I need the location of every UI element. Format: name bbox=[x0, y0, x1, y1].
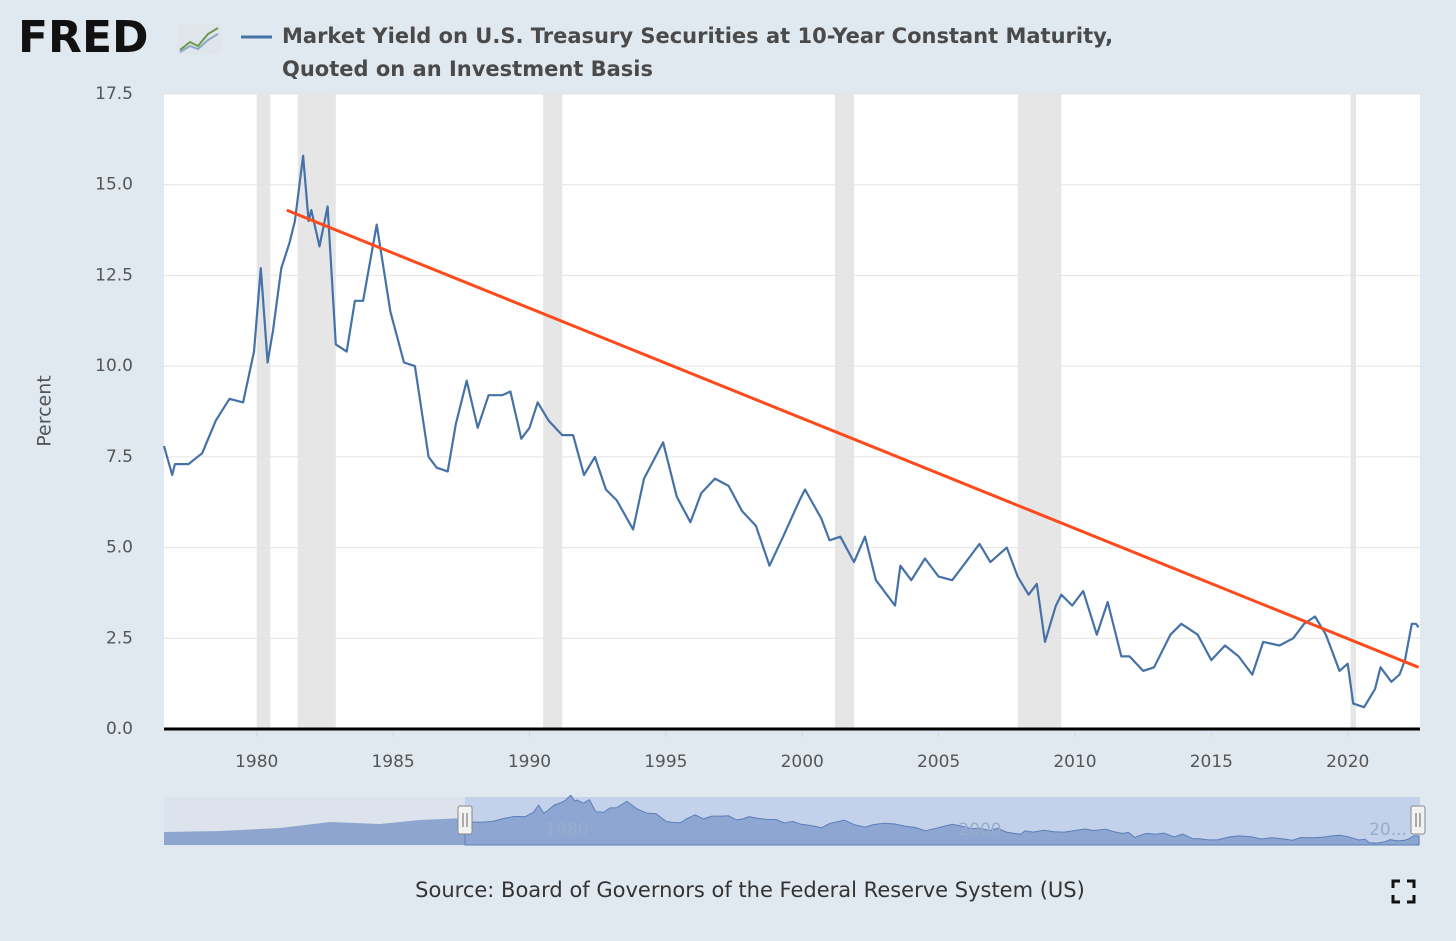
x-tick-label: 2005 bbox=[917, 752, 960, 772]
logo: FRED bbox=[18, 12, 149, 63]
navigator-label: 2000 bbox=[958, 820, 1001, 840]
navigator-handle[interactable] bbox=[457, 805, 473, 835]
x-tick-label: 1990 bbox=[508, 752, 551, 772]
series-line bbox=[162, 154, 1420, 709]
y-tick-label: 0.0 bbox=[106, 719, 133, 739]
navigator-label: 1980 bbox=[545, 820, 588, 840]
y-tick-label: 5.0 bbox=[106, 538, 133, 558]
x-tick-label: 2020 bbox=[1326, 752, 1369, 772]
x-tick-label: 2000 bbox=[781, 752, 824, 772]
recession-band bbox=[543, 94, 563, 729]
recession-band bbox=[834, 94, 855, 729]
y-tick-label: 7.5 bbox=[106, 447, 133, 467]
x-tick-label: 2015 bbox=[1190, 752, 1233, 772]
y-tick-label: 2.5 bbox=[106, 628, 133, 648]
trend-line bbox=[286, 208, 1420, 669]
recession-band bbox=[256, 94, 271, 729]
series bbox=[162, 154, 1420, 709]
x-tick-label: 1985 bbox=[371, 752, 414, 772]
navigator-label: 20... bbox=[1369, 820, 1407, 840]
recession-band bbox=[297, 94, 336, 729]
plot-area bbox=[164, 94, 1420, 729]
y-tick-label: 12.5 bbox=[95, 265, 133, 285]
y-tick-label: 17.5 bbox=[95, 84, 133, 104]
recession-band bbox=[1350, 94, 1356, 729]
x-tick-label: 2010 bbox=[1053, 752, 1096, 772]
fullscreen-icon[interactable] bbox=[1391, 879, 1416, 904]
x-tick-label: 1980 bbox=[235, 752, 278, 772]
navigator-handle[interactable] bbox=[1410, 805, 1426, 835]
navigator: 1980 2000 20... bbox=[164, 794, 1426, 846]
chart-title: Quoted on an Investment Basis bbox=[282, 57, 653, 81]
source: Source: Board of Governors of the Federa… bbox=[415, 878, 1085, 902]
y-tick-label: 10.0 bbox=[95, 356, 133, 376]
recession-band bbox=[1017, 94, 1062, 729]
y-axis-label: Percent bbox=[34, 375, 56, 447]
y-tick-label: 15.0 bbox=[95, 175, 133, 195]
grid bbox=[164, 93, 1420, 639]
navigator-area bbox=[464, 794, 1420, 846]
recessions bbox=[256, 94, 1356, 729]
logo-icon bbox=[177, 24, 221, 54]
x-tick-label: 1995 bbox=[644, 752, 687, 772]
chart-title: Market Yield on U.S. Treasury Securities… bbox=[282, 24, 1113, 48]
